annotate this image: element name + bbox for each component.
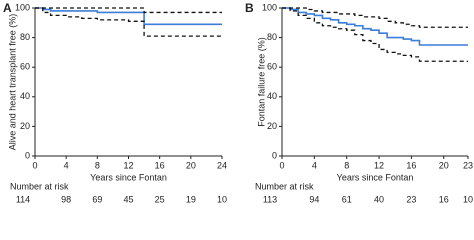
risk-count: 113	[263, 194, 277, 204]
y-axis-label: Alive and heart transplant free (%)	[7, 14, 17, 151]
x-tick-label: 20	[186, 160, 196, 170]
y-tick-label: 100	[262, 2, 277, 12]
risk-label: Number at risk	[10, 181, 69, 191]
survival-line	[282, 7, 468, 46]
y-tick-label: 40	[20, 91, 30, 101]
risk-count: 45	[123, 194, 133, 204]
ci-line	[282, 7, 468, 28]
x-tick-label: 12	[374, 160, 384, 170]
x-tick-label: 23	[463, 160, 473, 170]
ci-line	[35, 7, 222, 37]
ci-line	[282, 7, 468, 62]
y-tick-label: 20	[20, 121, 30, 131]
y-tick-label: 0	[272, 150, 277, 160]
x-tick-label: 12	[123, 160, 133, 170]
risk-count: 19	[186, 194, 196, 204]
x-tick-label: 0	[279, 160, 284, 170]
x-tick-label: 8	[95, 160, 100, 170]
risk-count: 40	[374, 194, 384, 204]
risk-count: 16	[439, 194, 449, 204]
x-tick-label: 20	[439, 160, 449, 170]
survival-line	[35, 7, 222, 26]
ci-line	[35, 7, 222, 14]
y-tick-label: 100	[15, 2, 30, 12]
risk-count: 114	[16, 194, 30, 204]
y-axis-label: Fontan failure free (%)	[256, 37, 266, 127]
risk-count: 25	[155, 194, 165, 204]
risk-count: 69	[92, 194, 102, 204]
y-tick-label: 60	[267, 62, 277, 72]
x-axis-label: Years since Fontan	[337, 172, 414, 182]
x-tick-label: 24	[217, 160, 227, 170]
x-tick-label: 4	[64, 160, 69, 170]
risk-count: 10	[217, 194, 227, 204]
x-tick-label: 16	[406, 160, 416, 170]
risk-label: Number at risk	[255, 181, 314, 191]
x-tick-label: 16	[155, 160, 165, 170]
y-tick-label: 80	[20, 32, 30, 42]
risk-count: 98	[61, 194, 71, 204]
y-tick-label: 80	[267, 32, 277, 42]
x-tick-label: 8	[344, 160, 349, 170]
panel-label: B	[245, 1, 254, 15]
risk-count: 61	[342, 194, 352, 204]
panel-label: A	[3, 1, 12, 15]
x-tick-label: 4	[312, 160, 317, 170]
y-tick-label: 60	[20, 62, 30, 72]
y-tick-label: 0	[25, 150, 30, 160]
x-tick-label: 0	[32, 160, 37, 170]
risk-count: 10	[463, 194, 473, 204]
risk-count: 23	[406, 194, 416, 204]
x-axis-label: Years since Fontan	[90, 172, 167, 182]
risk-count: 94	[309, 194, 319, 204]
y-tick-label: 40	[267, 91, 277, 101]
y-tick-label: 20	[267, 121, 277, 131]
